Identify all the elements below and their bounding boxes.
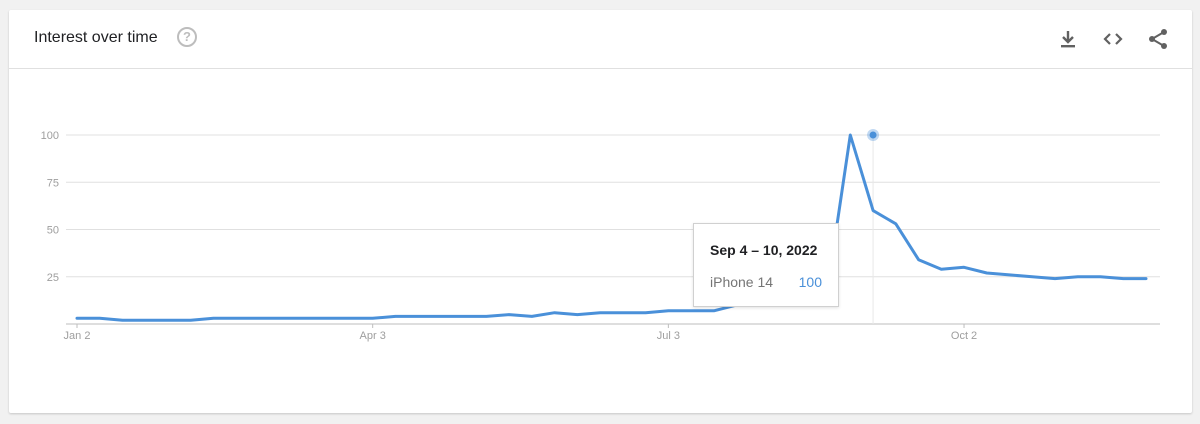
y-tick-label-50: 50 (47, 225, 59, 237)
x-tick-label-3: Oct 2 (951, 330, 977, 342)
x-tick-label-0: Jan 2 (64, 330, 91, 342)
y-tick-label-100: 100 (41, 130, 59, 142)
x-tick-label-1: Apr 3 (360, 330, 386, 342)
tooltip-series-name: iPhone 14 (710, 274, 774, 290)
embed-code-icon[interactable] (1101, 27, 1125, 51)
help-circle-icon[interactable]: ? (177, 27, 197, 47)
interest-over-time-card: Interest over time ? 25 50 75 100 Jan 2 Apr 3… (9, 10, 1192, 413)
card-header: Interest over time ? (9, 10, 1192, 69)
y-tick-label-75: 75 (47, 177, 59, 189)
line-chart: 25 50 75 100 Jan 2 Apr 3 Jul 3 Oct 2 (41, 129, 1160, 342)
share-icon[interactable] (1146, 27, 1170, 51)
card-title: Interest over time (34, 29, 158, 46)
series-line-iphone-14 (75, 133, 1148, 322)
chart-tooltip: Sep 4 – 10, 2022 iPhone 14 100 (693, 223, 839, 307)
y-tick-label-25: 25 (47, 272, 59, 284)
tooltip-value: 100 (798, 274, 822, 290)
download-icon[interactable] (1056, 27, 1080, 51)
highlight-point (869, 131, 877, 139)
x-tick-label-2: Jul 3 (657, 330, 680, 342)
tooltip-date: Sep 4 – 10, 2022 (710, 242, 818, 258)
